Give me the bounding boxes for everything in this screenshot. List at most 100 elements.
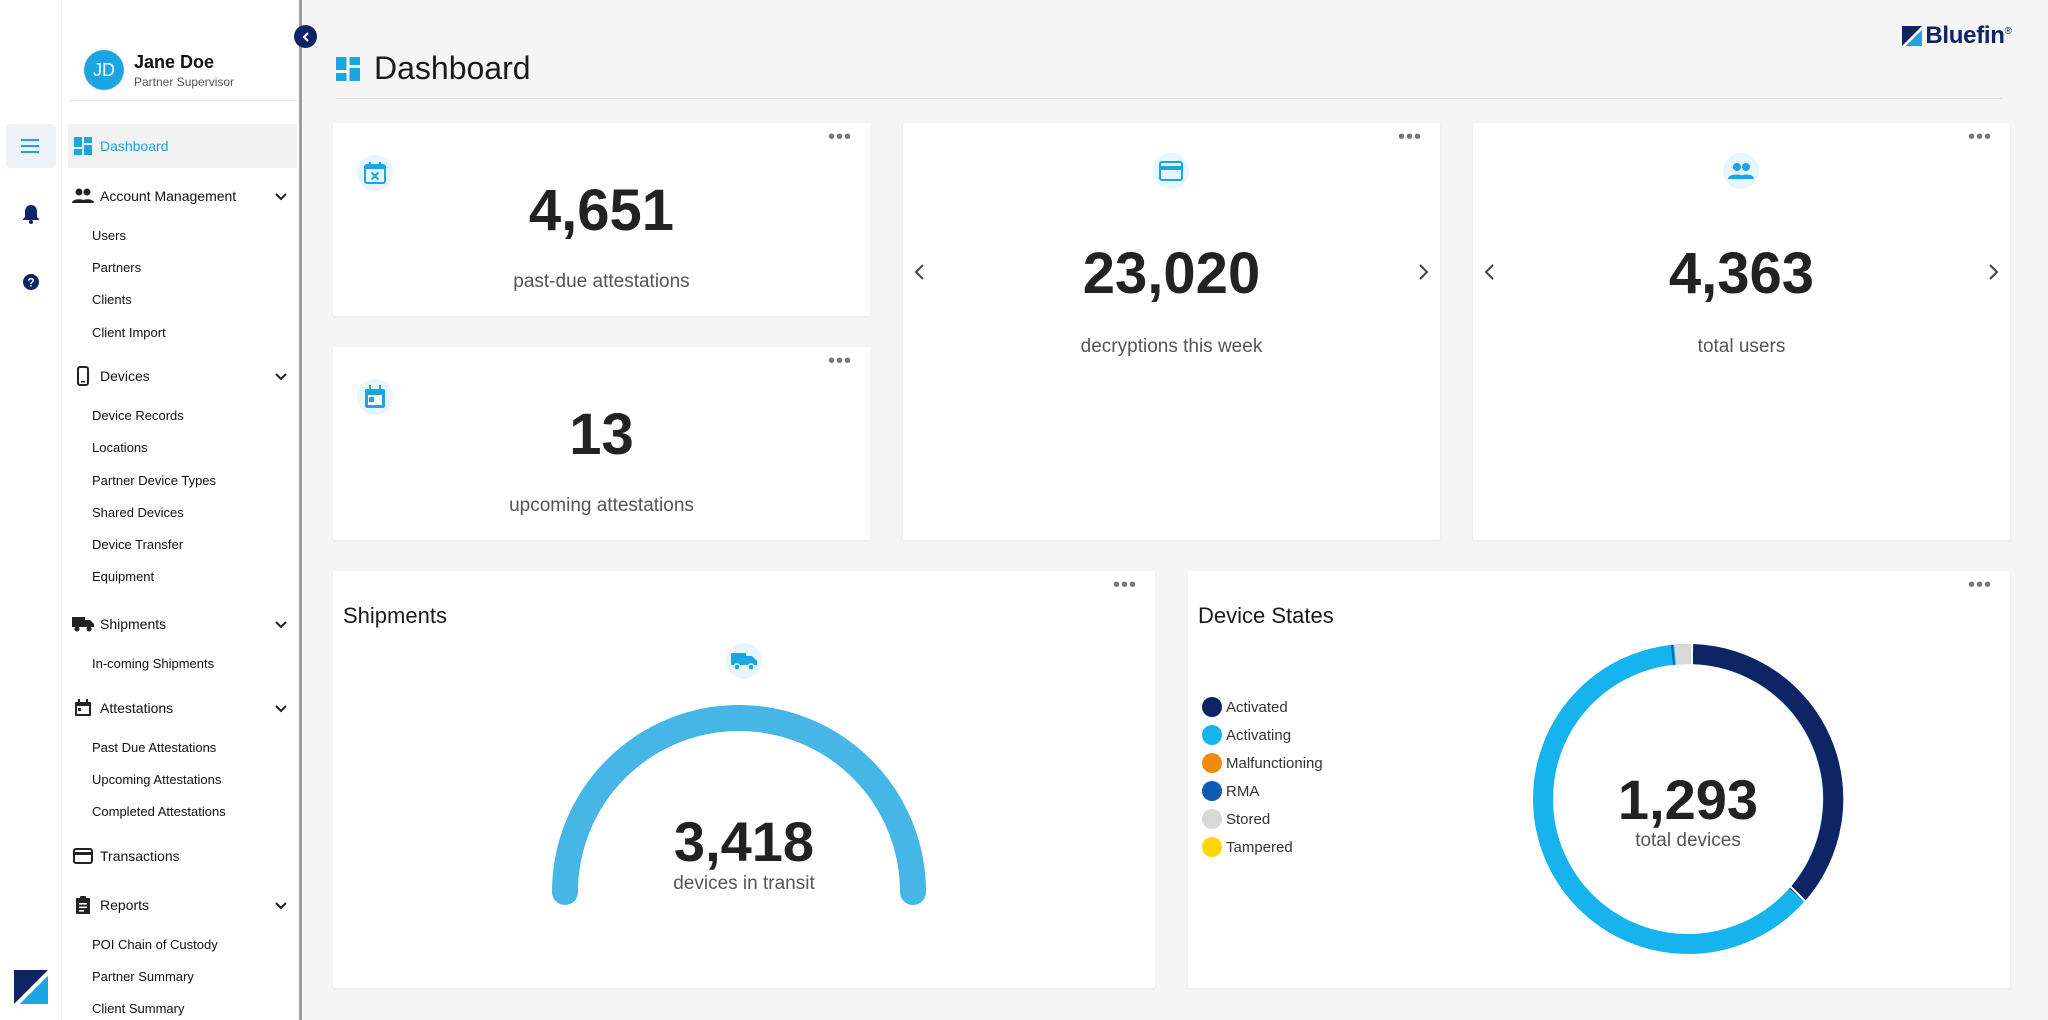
- upcoming-attestations-card[interactable]: ••• 13 upcoming attestations: [333, 347, 870, 540]
- previous-button[interactable]: [1483, 263, 1495, 286]
- more-options-button[interactable]: •••: [1112, 574, 1137, 596]
- sidebar-subitem-clients[interactable]: Clients: [92, 292, 132, 307]
- total-devices-label: total devices: [1635, 830, 1741, 851]
- total-users-card[interactable]: ••• 4,363 total users: [1473, 123, 2010, 540]
- more-options-button[interactable]: •••: [1967, 126, 1992, 148]
- device-states-legend: Activated Activating Malfunctioning RMA …: [1202, 693, 1323, 861]
- bluefin-brand[interactable]: Bluefin ®: [1902, 22, 2012, 50]
- device-states-donut: [1533, 643, 1844, 954]
- decryptions-count: 23,020: [1082, 241, 1261, 306]
- decryptions-card[interactable]: ••• 23,020 decryptions this week: [903, 123, 1440, 540]
- next-button[interactable]: [1418, 263, 1430, 286]
- legend-label: RMA: [1226, 782, 1260, 800]
- sidebar-subitem-partners[interactable]: Partners: [92, 260, 142, 275]
- sidebar-subitem-shared-devices[interactable]: Shared Devices: [92, 505, 184, 520]
- legend-swatch: [1202, 837, 1222, 857]
- brand-name: Bluefin: [1925, 22, 2005, 49]
- sidebar-subitem-partner-summary[interactable]: Partner Summary: [92, 969, 194, 984]
- svg-text:?: ?: [27, 276, 34, 290]
- user-role: Partner Supervisor: [134, 74, 235, 89]
- chevron-down-icon[interactable]: [275, 188, 287, 204]
- legend-item-malfunctioning[interactable]: Malfunctioning: [1202, 749, 1323, 777]
- chevron-down-icon[interactable]: [275, 700, 287, 716]
- sidebar-item-attestations[interactable]: Attestations: [62, 686, 299, 730]
- legend-item-rma[interactable]: RMA: [1202, 777, 1323, 805]
- bell-icon: [23, 205, 39, 224]
- legend-label: Activating: [1226, 726, 1292, 744]
- sidebar: JD Jane Doe Partner Supervisor Dashboard…: [62, 0, 302, 1020]
- legend-item-stored[interactable]: Stored: [1202, 805, 1323, 833]
- sidebar-subitem-client-summary[interactable]: Client Summary: [92, 1001, 185, 1016]
- shipments-title: Shipments: [343, 603, 447, 628]
- user-profile[interactable]: JD Jane Doe Partner Supervisor: [84, 50, 234, 90]
- shipments-gauge: [552, 705, 926, 905]
- legend-label: Tampered: [1226, 838, 1293, 856]
- sidebar-subitem-upcoming-attestations[interactable]: Upcoming Attestations: [92, 772, 222, 787]
- sidebar-subitem-past-due-attestations[interactable]: Past Due Attestations: [92, 740, 217, 755]
- icon-rail: ?: [0, 0, 62, 1020]
- divider: [70, 100, 299, 101]
- bluefin-mark-icon: [1902, 26, 1923, 46]
- sidebar-item-shipments[interactable]: Shipments: [62, 602, 299, 646]
- donut-segment-stored[interactable]: [1674, 643, 1692, 665]
- decryptions-label: decryptions this week: [1080, 336, 1263, 357]
- previous-button[interactable]: [913, 263, 925, 286]
- sidebar-item-label: Reports: [100, 897, 150, 913]
- sidebar-subitem-device-records[interactable]: Device Records: [92, 408, 184, 423]
- legend-item-activated[interactable]: Activated: [1202, 693, 1323, 721]
- device-states-card[interactable]: ••• Device States Activated Activating M…: [1188, 571, 2010, 988]
- upcoming-count: 13: [569, 402, 634, 467]
- legend-item-tampered[interactable]: Tampered: [1202, 833, 1323, 861]
- more-options-button[interactable]: •••: [1967, 574, 1992, 596]
- legend-item-activating[interactable]: Activating: [1202, 721, 1323, 749]
- more-options-button[interactable]: •••: [827, 350, 852, 372]
- sidebar-subitem-poi-chain-of-custody[interactable]: POI Chain of Custody: [92, 937, 218, 952]
- menu-icon: [21, 139, 39, 153]
- sidebar-subitem-completed-attestations[interactable]: Completed Attestations: [92, 804, 226, 819]
- chevron-down-icon[interactable]: [275, 368, 287, 384]
- total-devices-count: 1,293: [1617, 768, 1759, 831]
- sidebar-item-label: Shipments: [100, 616, 167, 632]
- truck-icon: [726, 643, 762, 679]
- notifications-button[interactable]: [6, 192, 56, 236]
- help-button[interactable]: ?: [6, 260, 56, 304]
- sidebar-subitem-users[interactable]: Users: [92, 228, 126, 243]
- collapse-sidebar-button[interactable]: [294, 25, 317, 48]
- sidebar-subitem-locations[interactable]: Locations: [92, 440, 148, 455]
- sidebar-item-label: Devices: [100, 368, 150, 384]
- device-states-title: Device States: [1198, 603, 1334, 628]
- menu-button[interactable]: [6, 124, 56, 168]
- sidebar-item-dashboard[interactable]: Dashboard: [68, 124, 297, 168]
- sidebar-subitem-device-transfer[interactable]: Device Transfer: [92, 537, 184, 552]
- brand-registered-mark: ®: [2004, 25, 2012, 37]
- people-icon: [72, 185, 94, 207]
- divider: [336, 98, 2002, 99]
- shipments-card[interactable]: ••• Shipments 3,418 devices in transit: [333, 571, 1155, 988]
- sidebar-subitem-equipment[interactable]: Equipment: [92, 569, 155, 584]
- chevron-down-icon[interactable]: [275, 616, 287, 632]
- upcoming-label: upcoming attestations: [509, 495, 694, 516]
- sidebar-subitem-partner-device-types[interactable]: Partner Device Types: [92, 473, 217, 488]
- sidebar-subitem-client-import[interactable]: Client Import: [92, 325, 166, 340]
- sidebar-item-account-management[interactable]: Account Management: [62, 174, 299, 218]
- sidebar-item-reports[interactable]: Reports: [62, 883, 299, 927]
- more-options-button[interactable]: •••: [827, 126, 852, 148]
- chevron-down-icon[interactable]: [275, 897, 287, 913]
- next-button[interactable]: [1988, 263, 2000, 286]
- chevron-left-icon: [302, 31, 309, 42]
- sidebar-subitem-incoming-shipments[interactable]: In-coming Shipments: [92, 656, 215, 671]
- card-icon: [72, 845, 94, 867]
- donut-segment-activated[interactable]: [1692, 644, 1844, 902]
- past-due-label: past-due attestations: [513, 271, 690, 292]
- sidebar-item-transactions[interactable]: Transactions: [62, 834, 299, 878]
- bluefin-logo-small[interactable]: [14, 970, 48, 1004]
- past-due-attestations-card[interactable]: ••• 4,651 past-due attestations: [333, 123, 870, 316]
- page-title: Dashboard: [374, 50, 531, 86]
- chevron-left-icon: [1484, 264, 1494, 280]
- calendar-cancel-icon: [357, 155, 393, 191]
- dashboard-icon: [72, 135, 94, 157]
- devices-in-transit-label: devices in transit: [673, 873, 815, 894]
- total-users-count: 4,363: [1668, 241, 1815, 306]
- sidebar-item-devices[interactable]: Devices: [62, 354, 299, 398]
- more-options-button[interactable]: •••: [1397, 126, 1422, 148]
